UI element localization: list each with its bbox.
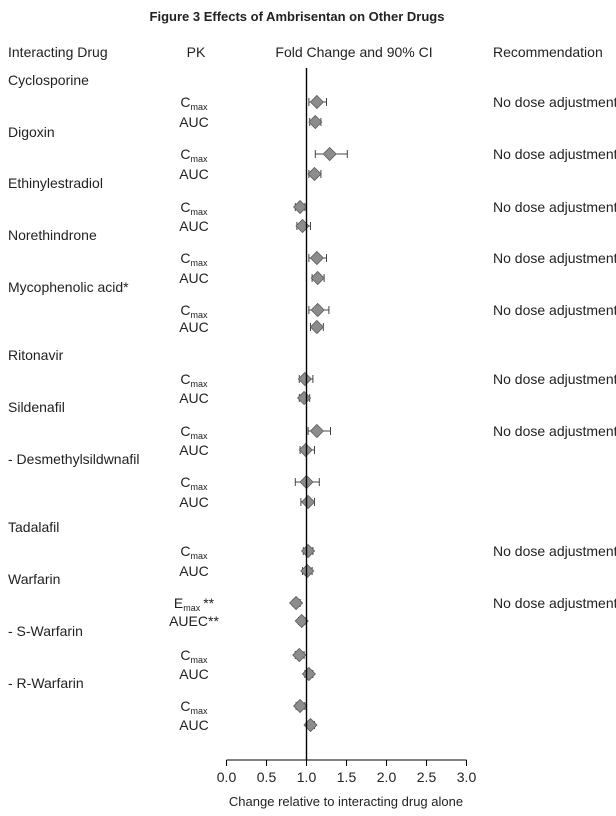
point-estimate: [297, 371, 312, 387]
pk-label: Cmax: [180, 474, 208, 492]
point-estimate: [293, 698, 308, 714]
x-tick-label: 0.0: [217, 769, 237, 785]
recommendation-label: No dose adjustment: [493, 302, 616, 318]
point-estimate: [301, 543, 316, 559]
drug-label: - Desmethylsildwnafil: [8, 451, 139, 467]
chart-title: Figure 3 Effects of Ambrisentan on Other…: [150, 9, 445, 24]
recommendation-label: No dose adjustment: [493, 423, 616, 439]
pk-label: AUC: [179, 442, 209, 458]
point-estimate: [310, 270, 325, 286]
point-estimate: [301, 494, 316, 510]
x-tick-label: 0.5: [257, 769, 277, 785]
drug-label: Sildenafil: [8, 399, 65, 415]
header-fold-change: Fold Change and 90% CI: [275, 44, 432, 60]
pk-label: Cmax: [180, 199, 208, 217]
recommendation-label: No dose adjustment: [493, 94, 616, 110]
recommendation-label: No dose adjustment: [493, 250, 616, 266]
pk-label: AUC: [179, 717, 209, 733]
x-tick-label: 3.0: [457, 769, 477, 785]
drug-label: Cyclosporine: [8, 72, 89, 88]
point-estimate: [292, 647, 307, 663]
pk-label: AUC: [179, 494, 209, 510]
point-estimate: [297, 390, 312, 406]
point-estimate: [289, 595, 304, 611]
point-estimate: [309, 250, 324, 266]
pk-label: AUC: [179, 270, 209, 286]
point-estimate: [300, 563, 315, 579]
pk-label: AUEC**: [169, 613, 219, 629]
pk-label: Cmax: [180, 250, 208, 268]
recommendation-label: No dose adjustment: [493, 146, 616, 162]
x-axis-label: Change relative to interacting drug alon…: [229, 794, 463, 809]
pk-label: AUC: [179, 563, 209, 579]
pk-label: AUC: [179, 114, 209, 130]
drug-label: Warfarin: [8, 571, 60, 587]
header-pk: PK: [187, 44, 206, 60]
pk-label: Cmax: [180, 647, 208, 665]
point-estimate: [298, 442, 313, 458]
recommendation-label: No dose adjustment: [493, 595, 616, 611]
pk-label: Cmax: [180, 146, 208, 164]
drug-label: Norethindrone: [8, 227, 97, 243]
x-tick-label: 2.0: [377, 769, 397, 785]
x-tick-label: 2.5: [417, 769, 437, 785]
pk-label: Cmax: [180, 94, 208, 112]
header-interacting-drug: Interacting Drug: [8, 44, 108, 60]
pk-label: Cmax: [180, 543, 208, 561]
pk-label: Cmax: [180, 423, 208, 441]
point-estimate: [309, 94, 324, 110]
drug-label: - R-Warfarin: [8, 675, 84, 691]
drug-label: - S-Warfarin: [8, 623, 83, 639]
recommendation-label: No dose adjustment: [493, 199, 616, 215]
drug-label: Ritonavir: [8, 347, 64, 363]
point-estimate: [309, 319, 324, 335]
drug-label: Tadalafil: [8, 519, 59, 535]
pk-label: AUC: [179, 218, 209, 234]
point-estimate: [308, 114, 323, 130]
drug-label: Ethinylestradiol: [8, 175, 103, 191]
drug-label: Mycophenolic acid*: [8, 279, 129, 295]
pk-label: Cmax: [180, 302, 208, 320]
pk-label: AUC: [179, 666, 209, 682]
pk-label: Cmax: [180, 698, 208, 716]
pk-label: AUC: [179, 390, 209, 406]
x-axis-ticks: 0.0 0.5 1.0 1.5 2.0 2.5 3.0: [217, 760, 477, 785]
point-estimate: [322, 146, 337, 162]
pk-label: Emax **: [174, 595, 215, 613]
point-estimate: [310, 302, 325, 318]
header-recommendation: Recommendation: [493, 44, 603, 60]
pk-label: AUC: [179, 166, 209, 182]
point-estimate: [301, 666, 316, 682]
x-tick-label: 1.0: [297, 769, 317, 785]
recommendation-label: No dose adjustment: [493, 371, 616, 387]
pk-label: Cmax: [180, 371, 208, 389]
point-estimate: [307, 166, 322, 182]
x-tick-label: 1.5: [337, 769, 357, 785]
point-estimate: [309, 423, 324, 439]
recommendation-label: No dose adjustment: [493, 543, 616, 559]
pk-label: AUC: [179, 319, 209, 335]
drug-label: Digoxin: [8, 124, 55, 140]
point-estimate: [293, 199, 308, 215]
